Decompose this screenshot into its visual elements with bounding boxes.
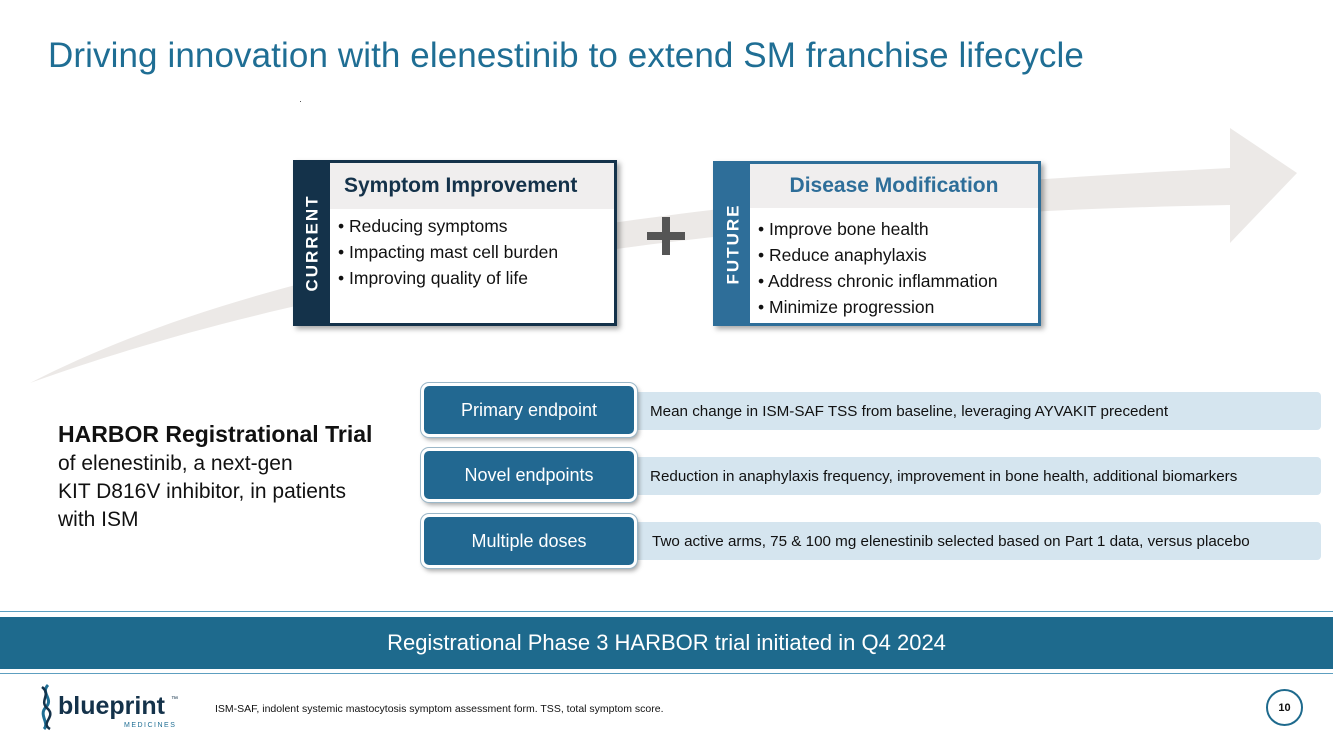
list-item: Minimize progression	[758, 294, 998, 320]
list-item: Improve bone health	[758, 216, 998, 242]
endpoint-label-primary: Primary endpoint	[421, 383, 637, 437]
harbor-heading: HARBOR Registrational Trial	[58, 421, 373, 447]
future-box: FUTURE Disease Modification Improve bone…	[713, 161, 1041, 326]
slide-title: Driving innovation with elenestinib to e…	[48, 36, 1084, 75]
current-heading: Symptom Improvement	[330, 163, 614, 209]
footnote: ISM-SAF, indolent systemic mastocytosis …	[215, 703, 664, 715]
endpoint-description: Two active arms, 75 & 100 mg elenestinib…	[560, 522, 1321, 560]
endpoint-description: Reduction in anaphylaxis frequency, impr…	[560, 457, 1321, 495]
svg-text:MEDICINES: MEDICINES	[124, 722, 176, 729]
list-item: Reduce anaphylaxis	[758, 242, 998, 268]
divider	[0, 611, 1333, 612]
harbor-line: with ISM	[58, 508, 139, 531]
harbor-description: HARBOR Registrational Trial of elenestin…	[58, 420, 372, 534]
harbor-line: of elenestinib, a next-gen	[58, 452, 293, 475]
divider	[0, 673, 1333, 674]
current-side-label: CURRENT	[296, 163, 330, 323]
list-item: Address chronic inflammation	[758, 268, 998, 294]
future-heading: Disease Modification	[750, 164, 1038, 208]
svg-text:™: ™	[171, 696, 178, 703]
future-side-label: FUTURE	[716, 164, 750, 323]
plus-icon	[647, 217, 685, 255]
list-item: Improving quality of life	[338, 265, 558, 291]
list-item: Impacting mast cell burden	[338, 239, 558, 265]
harbor-line: KIT D816V inhibitor, in patients	[58, 480, 346, 503]
page-number: 10	[1266, 689, 1303, 726]
future-bullets: Improve bone health Reduce anaphylaxis A…	[758, 216, 998, 320]
bottom-banner: Registrational Phase 3 HARBOR trial init…	[0, 617, 1333, 669]
current-box: CURRENT Symptom Improvement Reducing sym…	[293, 160, 617, 326]
endpoint-label-novel: Novel endpoints	[421, 448, 637, 502]
current-bullets: Reducing symptoms Impacting mast cell bu…	[338, 213, 558, 291]
stray-dot	[300, 101, 301, 102]
endpoint-description: Mean change in ISM-SAF TSS from baseline…	[560, 392, 1321, 430]
blueprint-logo: blueprint ™ MEDICINES	[41, 683, 178, 731]
svg-text:blueprint: blueprint	[58, 692, 166, 720]
list-item: Reducing symptoms	[338, 213, 558, 239]
endpoint-label-doses: Multiple doses	[421, 514, 637, 568]
